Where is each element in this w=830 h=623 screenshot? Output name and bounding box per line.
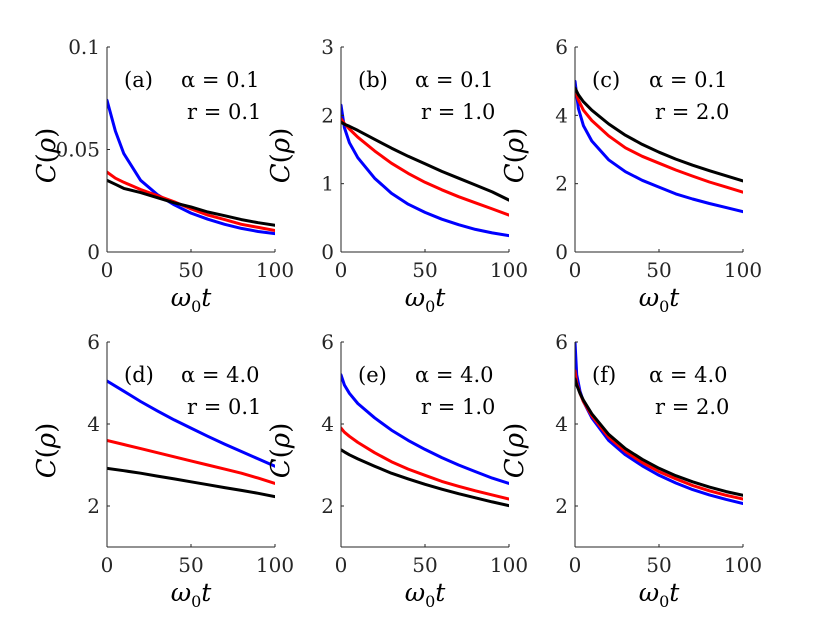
panel-label-f: (f) [592, 363, 616, 387]
series-blue-a [107, 98, 275, 236]
x-tick-label-d: 50 [178, 553, 203, 577]
y-tick-label-d: 4 [87, 412, 100, 436]
series-black-f [575, 377, 743, 497]
y-tick-label-c: 2 [555, 172, 568, 196]
x-tick-label-f: 0 [569, 553, 582, 577]
series-red-c [575, 88, 743, 194]
x-axis-label-c: ω0t [639, 283, 681, 316]
x-tick-label-c: 100 [724, 258, 762, 282]
panel-label-a: (a) [124, 68, 153, 92]
x-tick-label-b: 0 [335, 258, 348, 282]
x-axis-label-a: ω0t [171, 283, 213, 316]
series-blue-b [341, 103, 509, 238]
x-tick-label-a: 0 [101, 258, 114, 282]
series-blue-c [575, 79, 743, 214]
y-tick-label-c: 6 [555, 35, 568, 59]
x-tick-label-c: 50 [646, 258, 671, 282]
series-black-c [575, 86, 743, 183]
y-tick-label-e: 2 [321, 494, 334, 518]
y-axis-label-c: C(ρ) [500, 128, 530, 184]
chart-panel-c: 0 50 100 0 2 4 6 ω0t C(ρ) (c) α = 0.1 r = 2.0 [500, 35, 762, 316]
y-axis-label-e: C(ρ) [266, 423, 296, 479]
y-tick-label-e: 6 [321, 330, 334, 354]
x-axis-label-f: ω0t [639, 578, 681, 611]
y-tick-label-b: 3 [321, 35, 334, 59]
annotation-alpha-c: α = 0.1 [649, 68, 728, 92]
x-tick-label-e: 100 [490, 553, 528, 577]
y-tick-label-c: 0 [555, 240, 568, 264]
y-tick-label-c: 4 [555, 103, 568, 127]
panel-label-b: (b) [358, 68, 388, 92]
y-axis-label-d: C(ρ) [32, 423, 62, 479]
chart-panel-d: 0 50 100 2 4 6 ω0t C(ρ) (d) α = 4.0 r = 0.1 [32, 330, 294, 611]
annotation-alpha-e: α = 4.0 [415, 363, 494, 387]
x-tick-label-b: 100 [490, 258, 528, 282]
panel-label-e: (e) [358, 363, 387, 387]
y-tick-label-f: 2 [555, 494, 568, 518]
y-axis-label-a: C(ρ) [32, 128, 62, 184]
series-blue-d [107, 379, 275, 468]
series-black-e [341, 448, 509, 508]
panel-label-c: (c) [592, 68, 620, 92]
chart-panel-a: 0 50 100 0 0.05 0.1 ω0t C(ρ) (a) α = 0.1 r = 0.1 [32, 35, 294, 316]
chart-panel-b: 0 50 100 0 1 2 3 ω0t C(ρ) (b) α = 0.1 r = 1.0 [266, 35, 528, 316]
series-black-d [107, 466, 275, 499]
annotation-r-b: r = 1.0 [421, 100, 495, 124]
x-tick-label-a: 100 [256, 258, 294, 282]
annotation-alpha-d: α = 4.0 [181, 363, 260, 387]
y-tick-label-f: 6 [555, 330, 568, 354]
annotation-r-e: r = 1.0 [421, 395, 495, 419]
annotation-r-f: r = 2.0 [655, 395, 729, 419]
annotation-r-d: r = 0.1 [187, 395, 261, 419]
y-tick-label-e: 4 [321, 412, 334, 436]
panel-label-d: (d) [124, 363, 154, 387]
chart-panel-f: 0 50 100 2 4 6 ω0t C(ρ) (f) α = 4.0 r = 2.0 [500, 330, 762, 611]
x-axis-label-b: ω0t [405, 283, 447, 316]
x-tick-label-f: 100 [724, 553, 762, 577]
y-axis-label-b: C(ρ) [266, 128, 296, 184]
series-red-b [341, 117, 509, 217]
y-tick-label-b: 0 [321, 240, 334, 264]
annotation-r-c: r = 2.0 [655, 100, 729, 124]
y-tick-label-a: 0.1 [68, 35, 100, 59]
x-tick-label-c: 0 [569, 258, 582, 282]
y-axis-label-f: C(ρ) [500, 423, 530, 479]
series-blue-e [341, 373, 509, 485]
y-tick-label-b: 2 [321, 103, 334, 127]
series-red-d [107, 438, 275, 485]
x-tick-label-b: 50 [412, 258, 437, 282]
annotation-alpha-f: α = 4.0 [649, 363, 728, 387]
y-tick-label-d: 6 [87, 330, 100, 354]
annotation-r-a: r = 0.1 [187, 100, 261, 124]
y-tick-label-f: 4 [555, 412, 568, 436]
y-tick-label-b: 1 [321, 172, 334, 196]
y-tick-label-a: 0.05 [55, 138, 100, 162]
series-red-f [575, 369, 743, 501]
x-tick-label-a: 50 [178, 258, 203, 282]
annotation-alpha-a: α = 0.1 [181, 68, 260, 92]
x-tick-label-e: 50 [412, 553, 437, 577]
x-tick-label-f: 50 [646, 553, 671, 577]
series-black-a [107, 178, 275, 227]
series-black-b [341, 120, 509, 202]
x-axis-label-d: ω0t [171, 578, 213, 611]
chart-panel-e: 0 50 100 2 4 6 ω0t C(ρ) (e) α = 4.0 r = 1.0 [266, 330, 528, 611]
series-red-e [341, 426, 509, 501]
annotation-alpha-b: α = 0.1 [415, 68, 494, 92]
x-axis-label-e: ω0t [405, 578, 447, 611]
x-tick-label-d: 0 [101, 553, 114, 577]
x-tick-label-e: 0 [335, 553, 348, 577]
x-tick-label-d: 100 [256, 553, 294, 577]
y-tick-label-a: 0 [87, 240, 100, 264]
y-tick-label-d: 2 [87, 494, 100, 518]
